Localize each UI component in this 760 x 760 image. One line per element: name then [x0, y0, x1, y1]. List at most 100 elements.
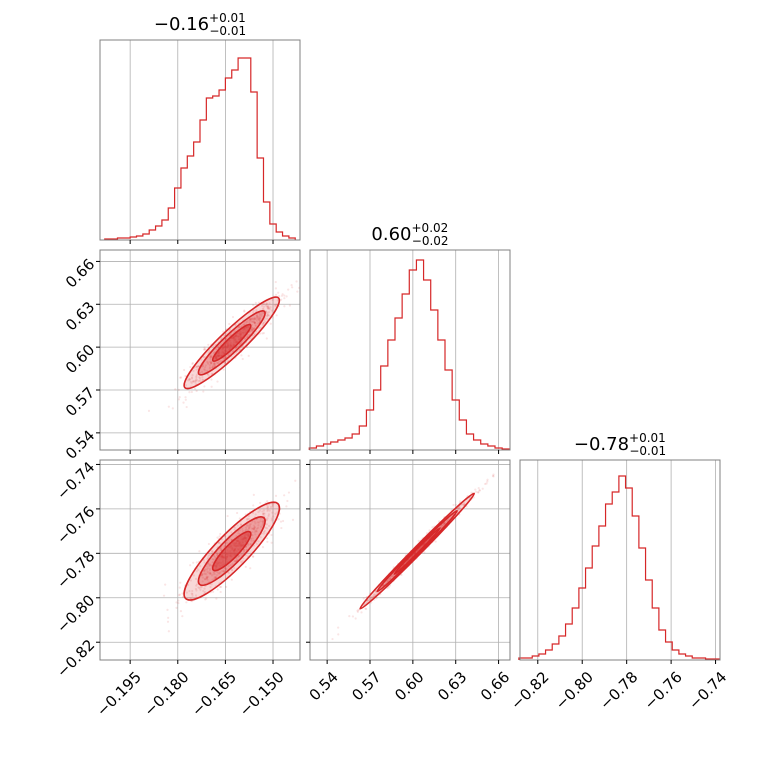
- x-tick-label: −0.78: [596, 668, 641, 713]
- sample-point: [188, 589, 191, 593]
- sample-point: [177, 601, 180, 605]
- sample-point: [215, 361, 219, 364]
- sample-point: [188, 391, 191, 394]
- sample-point: [245, 524, 249, 527]
- sample-point: [233, 528, 236, 531]
- sample-point: [216, 536, 219, 539]
- sample-point: [253, 531, 256, 534]
- sample-point: [459, 500, 462, 503]
- sample-point: [192, 574, 195, 577]
- sample-point: [236, 555, 240, 559]
- sample-point: [190, 377, 194, 380]
- sample-point: [257, 540, 260, 543]
- sample-point: [261, 322, 264, 326]
- sample-point: [269, 505, 273, 509]
- sample-point: [238, 529, 241, 532]
- sample-point: [434, 540, 437, 543]
- sample-point: [457, 508, 460, 511]
- sample-point: [253, 528, 256, 531]
- sample-point: [257, 510, 260, 514]
- sample-point: [253, 317, 256, 320]
- sample-point: [212, 573, 215, 576]
- sample-point: [270, 517, 273, 520]
- sample-point: [210, 354, 213, 357]
- sample-point: [209, 358, 212, 361]
- sample-point: [212, 558, 215, 561]
- sample-point: [260, 313, 263, 316]
- sample-point: [204, 568, 207, 571]
- sample-point: [191, 380, 194, 383]
- sample-point: [225, 542, 228, 545]
- sample-point: [184, 398, 187, 401]
- sample-point: [205, 575, 208, 579]
- sample-point: [370, 596, 373, 599]
- sample-point: [484, 482, 487, 486]
- sample-point: [223, 334, 226, 337]
- sample-point: [230, 578, 233, 581]
- sample-point: [223, 567, 226, 570]
- sample-point: [261, 332, 264, 335]
- sample-point: [252, 328, 255, 331]
- sample-point: [277, 291, 280, 294]
- sample-point: [351, 615, 355, 618]
- sample-point: [198, 586, 201, 590]
- sample-point: [197, 568, 200, 572]
- sample-point: [167, 630, 170, 633]
- sample-point: [178, 396, 181, 399]
- sample-point: [391, 575, 395, 578]
- sample-point: [250, 328, 253, 331]
- sample-point: [278, 294, 281, 298]
- sample-point: [209, 355, 212, 359]
- sample-point: [356, 610, 359, 614]
- sample-point: [241, 530, 244, 533]
- sample-point: [291, 518, 295, 521]
- sample-point: [256, 316, 260, 319]
- y-tick-label: −0.82: [53, 636, 98, 681]
- sample-point: [208, 569, 212, 572]
- sample-point: [187, 379, 190, 382]
- sample-point: [233, 560, 236, 563]
- sample-point: [199, 377, 202, 380]
- sample-point: [237, 554, 240, 558]
- sample-point: [248, 319, 251, 323]
- sample-point: [229, 564, 232, 567]
- x-tick-label: 0.54: [306, 668, 342, 704]
- sample-point: [261, 307, 265, 310]
- sample-point: [247, 334, 250, 337]
- sample-point: [259, 525, 263, 528]
- sample-point: [203, 385, 206, 388]
- sample-point: [212, 590, 215, 593]
- sample-point: [217, 360, 220, 363]
- sample-point: [238, 554, 241, 558]
- sample-point: [243, 321, 246, 325]
- sample-point: [237, 532, 240, 535]
- sample-point: [367, 599, 370, 602]
- sample-point: [264, 304, 268, 307]
- sample-point: [246, 319, 250, 322]
- sample-point: [218, 535, 221, 538]
- sample-point: [337, 633, 340, 636]
- sample-point: [194, 365, 197, 368]
- sample-point: [219, 571, 222, 574]
- sample-point: [369, 597, 372, 600]
- sample-point: [264, 526, 267, 529]
- sample-point: [210, 362, 213, 365]
- panel-border: [99, 39, 301, 241]
- sample-point: [209, 563, 212, 566]
- sample-point: [236, 524, 239, 527]
- x-tick-label: −0.165: [188, 668, 240, 720]
- sample-point: [266, 306, 269, 309]
- sample-point: [203, 570, 206, 573]
- sample-point: [166, 620, 170, 623]
- sample-point: [492, 473, 495, 476]
- sample-point: [190, 592, 193, 595]
- sample-point: [210, 360, 213, 363]
- sample-point: [223, 356, 226, 359]
- sample-point: [221, 570, 224, 573]
- sample-point: [213, 555, 216, 558]
- sample-point: [209, 356, 212, 359]
- sample-point: [213, 362, 216, 366]
- sample-point: [238, 349, 241, 352]
- sample-point: [202, 589, 205, 593]
- sample-point: [253, 316, 256, 319]
